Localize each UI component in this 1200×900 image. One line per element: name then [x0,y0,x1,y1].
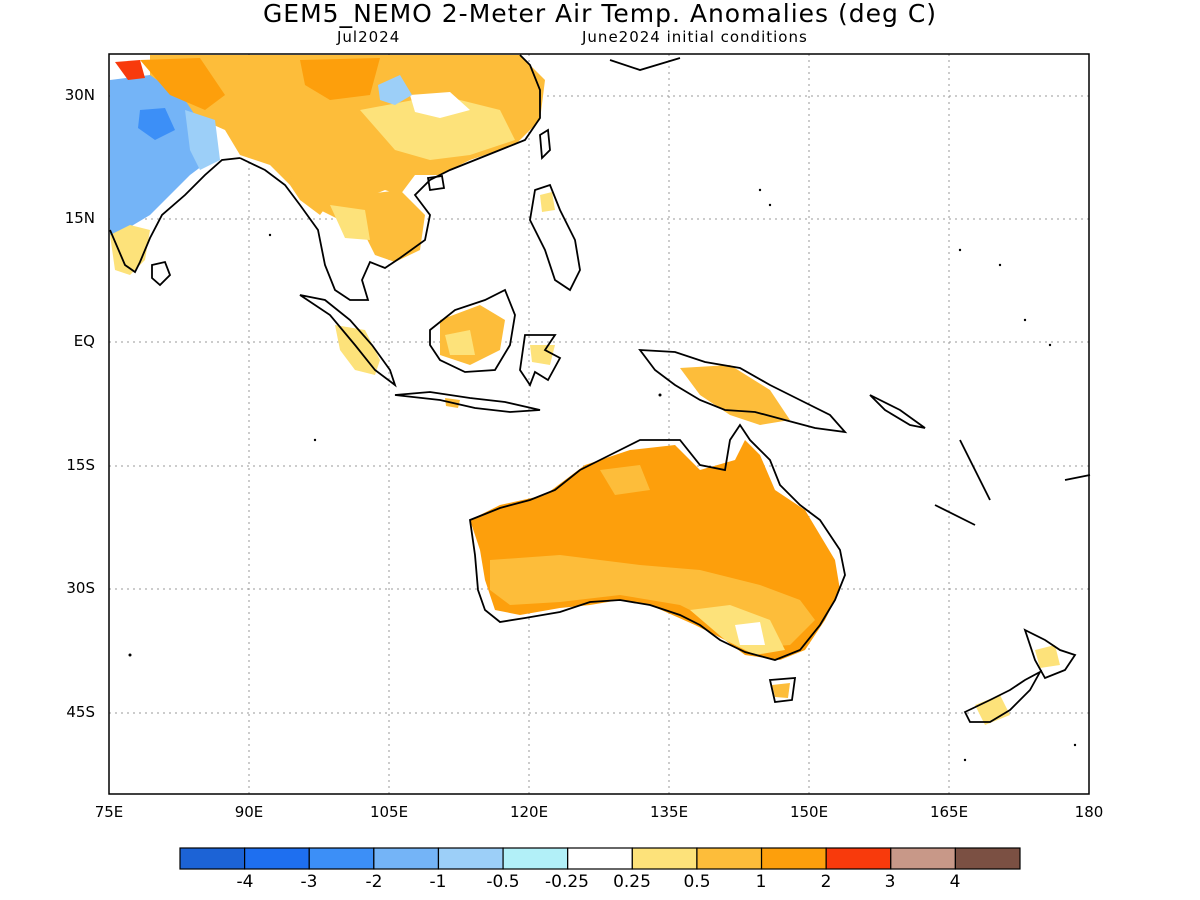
taiwan-coastline [539,128,551,161]
colorbar-label: -2 [365,872,383,892]
lat-label-15s: 15S [66,456,95,474]
initial-conditions-label: June2024 initial conditions [582,28,808,46]
colorbar-label: -0.5 [486,872,520,892]
lat-label-45s: 45S [66,703,95,721]
fiji-coastline [1064,474,1091,481]
philippines-coastline [529,183,581,292]
new-guinea-coastline [638,348,848,434]
lon-label-105e: 105E [369,803,409,821]
anomaly-fields [110,55,1060,725]
colorbar [179,847,1021,870]
vanuatu-coastline [959,439,991,501]
colorbar-swatch [244,847,310,870]
sri-lanka-coastline [151,260,172,287]
colorbar-label: 3 [884,872,896,892]
colorbar-label: -4 [236,872,254,892]
lat-label-30s: 30S [66,579,95,597]
colorbar-swatch [954,847,1021,870]
india-cool-fringe [185,110,220,170]
sulawesi-coastline [519,334,562,387]
indochina-light-patch [330,205,370,240]
lon-label-120e: 120E [509,803,549,821]
colorbar-swatch [696,847,763,870]
japan-coastline [609,57,681,71]
sumatra-coastline [299,294,397,388]
solomon-islands-coastline [869,394,926,429]
himalaya-hot-spot [115,60,145,80]
india-cool-area [110,75,210,235]
china-orange-core [300,58,380,100]
sulawesi-warm [530,345,555,365]
australia-coastline [469,423,846,661]
new-caledonia-coastline [934,504,976,526]
colorbar-swatch [567,847,633,870]
lon-label-75e: 75E [94,803,124,821]
north-australia-light [600,465,650,495]
new-zealand-north-coastline [1023,628,1077,680]
philippines-warm [540,192,555,212]
map-background [109,54,1089,794]
china-light-area [360,95,515,160]
small-islands [128,188,1077,762]
colorbar-swatch [890,847,956,870]
colorbar-swatch [373,847,440,870]
lon-label-135e: 135E [649,803,689,821]
lat-label-30n: 30N [64,86,95,104]
coastlines [109,54,1091,723]
colorbar-label: -3 [300,872,318,892]
colorbar-swatch [437,847,504,870]
colorbar-label: 0.25 [613,872,651,892]
java-coastline [394,391,541,413]
colorbar-swatch [760,847,827,870]
borneo-coastline [429,288,516,373]
new-zealand-north-warm [1035,645,1060,668]
borneo-light [445,330,475,355]
himalaya-warm-band [140,58,225,110]
colorbar-label: 4 [949,872,961,892]
lon-label-180: 180 [1074,803,1104,821]
tasmania-coastline [768,677,797,703]
chart-title: GEM5_NEMO 2-Meter Air Temp. Anomalies (d… [262,0,938,28]
asia-coastline [239,54,541,301]
lat-label-eq: EQ [73,332,95,350]
new-guinea-warm [680,365,790,425]
colorbar-label: -0.25 [545,872,589,892]
australia-white-patch [735,622,765,645]
colorbar-label: -1 [429,872,447,892]
lon-label-90e: 90E [234,803,264,821]
colorbar-label: 0.5 [683,872,711,892]
colorbar-swatch [308,847,375,870]
new-zealand-south-coastline [963,669,1043,723]
hainan-coastline [426,174,446,192]
india-deep-cool-core [138,108,175,140]
colorbar-label: 1 [755,872,767,892]
map-frame [108,53,1090,795]
colorbar-swatch [825,847,892,870]
china-white-patch [410,92,470,118]
valid-month-label: Jul2024 [337,28,401,46]
tibet-cool-patch [378,75,412,105]
lon-label-165e: 165E [929,803,969,821]
colorbar-swatch [502,847,569,870]
tasmania-warm [772,683,790,698]
lon-label-150e: 150E [789,803,829,821]
lat-label-15n: 15N [64,209,95,227]
india-coastline [109,157,241,274]
colorbar-label: 2 [820,872,832,892]
colorbar-swatch [631,847,698,870]
colorbar-swatch [179,847,246,870]
